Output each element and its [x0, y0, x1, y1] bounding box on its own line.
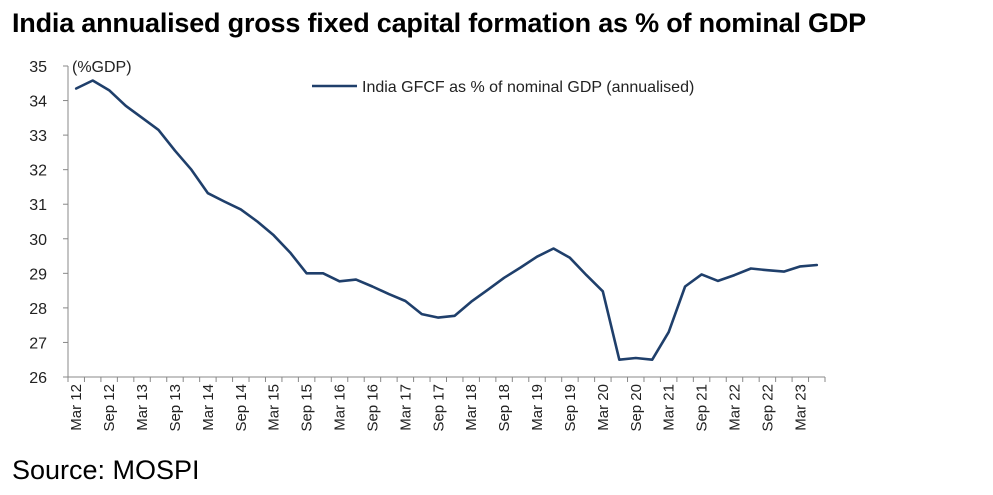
y-tick-label: 28 [29, 301, 47, 318]
y-tick-label: 33 [29, 128, 47, 145]
x-tick-label: Sep 19 [562, 384, 579, 432]
y-tick-label: 26 [29, 370, 47, 387]
legend-label: India GFCF as % of nominal GDP (annualis… [362, 79, 694, 96]
x-tick-label: Mar 17 [397, 384, 414, 431]
x-tick-label: Mar 14 [200, 384, 217, 431]
legend: India GFCF as % of nominal GDP (annualis… [312, 79, 694, 96]
x-tick-label: Sep 18 [496, 384, 513, 432]
source-note: Source: MOSPI [12, 455, 200, 485]
y-tick-label: 29 [29, 266, 47, 283]
y-tick-label: 31 [29, 197, 47, 214]
y-tick-label: 30 [29, 232, 47, 249]
x-tick-label: Sep 20 [628, 384, 645, 432]
series-layer [74, 79, 819, 362]
x-tick-label: Sep 16 [364, 384, 381, 432]
x-tick-label: Mar 18 [463, 384, 480, 431]
y-tick-label: 27 [29, 335, 47, 352]
x-tick-label: Mar 21 [661, 384, 678, 431]
x-tick-label: Mar 13 [134, 384, 151, 431]
x-tick-label: Sep 12 [101, 384, 118, 432]
x-tick-label: Mar 19 [529, 384, 546, 431]
line-chart: 26 27 28 29 30 31 32 33 34 35 Mar 12 Sep 12 Mar 13 S… [29, 59, 826, 432]
x-tick-label: Sep 15 [299, 384, 316, 432]
y-tick-label: 34 [29, 94, 47, 111]
y-axis: 26 27 28 29 30 31 32 33 34 35 [29, 59, 69, 387]
x-tick-label: Sep 13 [167, 384, 184, 432]
x-tick-label: Mar 12 [68, 384, 85, 431]
series-line-0 [74, 79, 819, 362]
x-tick-label: Mar 22 [726, 384, 743, 431]
chart-title: India annualised gross fixed capital for… [12, 8, 866, 38]
x-tick-label: Sep 17 [430, 384, 447, 432]
x-tick-label: Sep 22 [759, 384, 776, 432]
x-tick-label: Sep 21 [694, 384, 711, 432]
x-tick-label: Mar 15 [266, 384, 283, 431]
y-tick-label: 32 [29, 163, 47, 180]
x-tick-label: Mar 16 [332, 384, 349, 431]
y-axis-unit-label: (%GDP) [72, 59, 132, 76]
y-tick-label: 35 [29, 59, 47, 76]
x-tick-label: Mar 20 [595, 384, 612, 431]
x-axis: Mar 12 Sep 12 Mar 13 Sep 13 Mar 14 Sep 14 Mar … [67, 376, 826, 432]
x-tick-label: Sep 14 [233, 384, 250, 432]
x-tick-label: Mar 23 [792, 384, 809, 431]
